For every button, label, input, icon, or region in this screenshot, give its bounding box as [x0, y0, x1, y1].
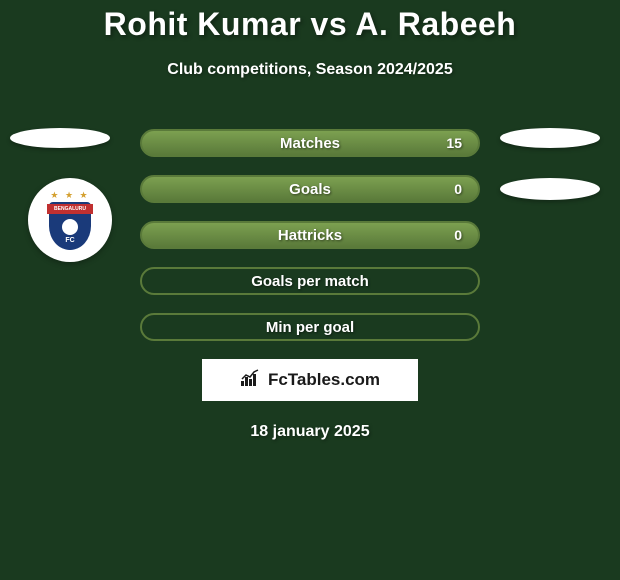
subtitle: Club competitions, Season 2024/2025 — [0, 61, 620, 79]
club-stars-icon: ★ ★ ★ — [50, 190, 89, 201]
stat-bar-goals-per-match: Goals per match — [140, 267, 480, 295]
stat-bar-hattricks: Hattricks 0 — [140, 221, 480, 249]
stat-label: Hattricks — [278, 227, 342, 244]
stat-bar-matches: Matches 15 — [140, 129, 480, 157]
decoration-ellipse-right-mid — [500, 178, 600, 200]
brand-text: FcTables.com — [268, 370, 380, 390]
stat-value: 0 — [454, 227, 462, 243]
club-logo: ★ ★ ★ BENGALURU FC — [28, 178, 112, 262]
decoration-ellipse-right-top — [500, 128, 600, 148]
stat-label: Min per goal — [266, 319, 354, 336]
stat-label: Matches — [280, 135, 340, 152]
stat-bar-min-per-goal: Min per goal — [140, 313, 480, 341]
stat-value: 15 — [446, 135, 462, 151]
club-fc-text: FC — [65, 237, 74, 244]
club-name-banner: BENGALURU — [47, 204, 93, 214]
stat-bar-goals: Goals 0 — [140, 175, 480, 203]
chart-icon — [240, 369, 262, 392]
stat-value: 0 — [454, 181, 462, 197]
date-text: 18 january 2025 — [0, 423, 620, 441]
page-title: Rohit Kumar vs A. Rabeeh — [0, 0, 620, 43]
stat-label: Goals — [289, 181, 331, 198]
football-icon — [62, 219, 78, 235]
brand-box: FcTables.com — [202, 359, 418, 401]
club-shield-icon: BENGALURU FC — [49, 202, 91, 250]
decoration-ellipse-left — [10, 128, 110, 148]
stat-label: Goals per match — [251, 273, 369, 290]
